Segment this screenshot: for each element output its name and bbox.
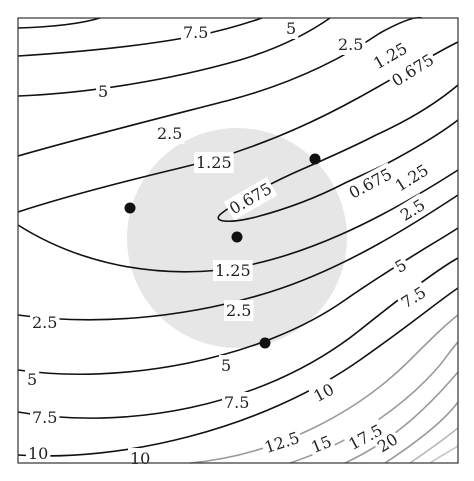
label-background (194, 152, 234, 173)
label-background (343, 162, 398, 205)
contour-label-10-left: 10 (28, 444, 48, 463)
label-background (394, 193, 431, 227)
contour-line-0.675d (387, 119, 459, 164)
label-background (213, 260, 253, 281)
label-background (336, 34, 366, 55)
contour-label-10-right: 10 (310, 380, 337, 406)
label-background (259, 426, 305, 459)
label-background (30, 312, 60, 333)
contour-label-1.25-left: 1.25 (196, 153, 232, 172)
contour-line-extra-2 (429, 445, 459, 464)
contour-label-7.5-right: 7.5 (398, 283, 430, 313)
label-background (306, 430, 337, 459)
data-point-4 (259, 337, 271, 349)
label-background (155, 123, 185, 144)
contour-line-0.675b (217, 162, 389, 222)
contour-label-5-left: 5 (98, 82, 108, 101)
contour-line-17.5 (344, 371, 459, 464)
label-background (284, 18, 299, 39)
contour-line-10a (17, 17, 101, 29)
label-background (26, 443, 51, 464)
contour-label-2.5-left: 2.5 (157, 124, 182, 143)
label-background (25, 369, 40, 390)
label-background (181, 22, 211, 43)
contour-label-7.5-left-bottom: 7.5 (32, 408, 57, 427)
contour-label-7.5-mid: 7.5 (224, 393, 249, 412)
contour-label-5-mid: 5 (221, 356, 231, 375)
contour-label-7.5-top: 7.5 (183, 23, 208, 42)
label-background (386, 48, 440, 93)
label-background (308, 377, 340, 408)
contour-line-12.5 (189, 314, 459, 464)
label-background (224, 300, 254, 321)
contour-line-20 (384, 401, 459, 464)
contour-line-5a (17, 17, 331, 97)
contour-label-0.675-right: 0.675 (346, 164, 395, 202)
label-background (371, 427, 404, 459)
contour-line-15 (289, 341, 459, 464)
contour-label-2.5-top: 2.5 (338, 35, 363, 54)
contour-label-10-bottom: 10 (130, 449, 150, 468)
label-background (30, 407, 60, 428)
contour-line-2.5a (17, 16, 423, 157)
label-background (389, 158, 435, 198)
label-background (395, 280, 432, 315)
label-background (389, 253, 413, 279)
contour-label-1.25-bottom: 1.25 (215, 261, 251, 280)
contour-line-extra-1 (409, 427, 459, 464)
label-background (222, 392, 252, 413)
contour-line-7.5a (17, 17, 263, 57)
plot-frame (17, 17, 459, 464)
label-background (343, 418, 388, 456)
contour-label-2.5-right: 2.5 (397, 195, 429, 225)
label-background (219, 355, 234, 376)
label-background (128, 448, 153, 469)
contour-label-5-left-bottom: 5 (27, 370, 37, 389)
contour-label-2.5-left-bottom: 2.5 (32, 313, 57, 332)
label-background (96, 81, 111, 102)
label-background (367, 36, 413, 75)
contour-label-2.5-mid: 2.5 (226, 301, 251, 320)
data-point-2 (231, 231, 243, 243)
contour-line-2.5b (17, 194, 459, 321)
data-point-1 (124, 202, 136, 214)
contour-line-7.5b (17, 257, 459, 419)
contour-label-5-top: 5 (286, 19, 296, 38)
label-background (223, 177, 278, 221)
contour-line-0.675c (375, 84, 459, 136)
contour-line-5b (17, 227, 459, 376)
data-point-3 (309, 153, 321, 165)
